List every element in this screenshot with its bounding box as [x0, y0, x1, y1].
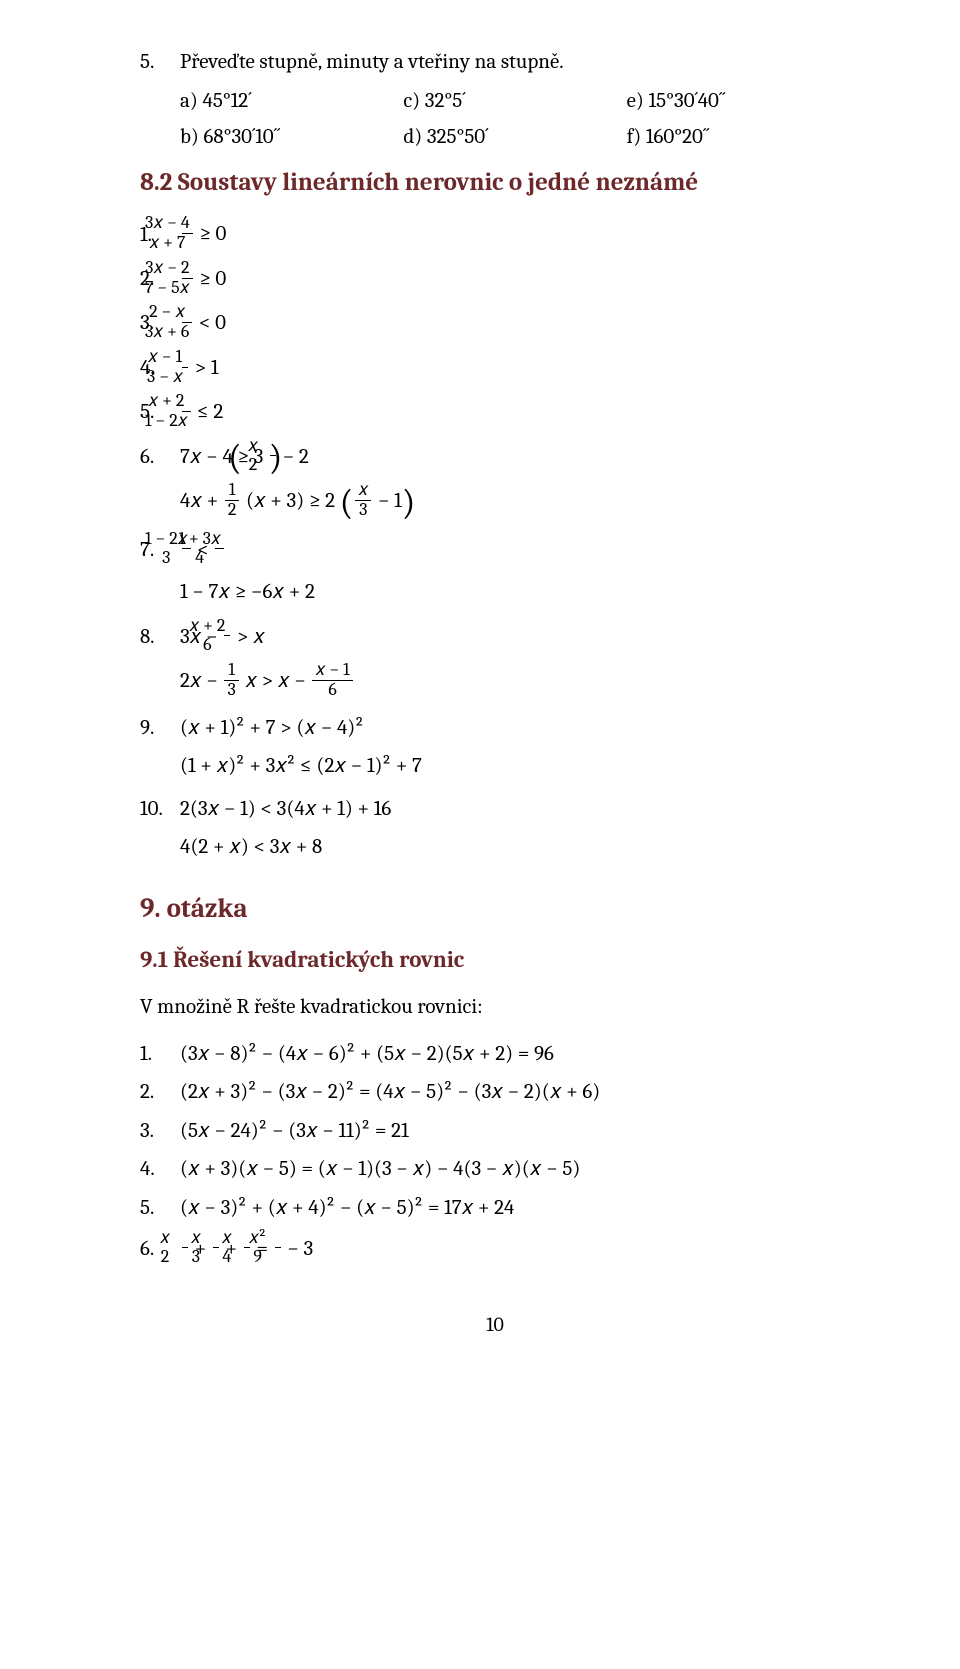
eq-8: 8.3𝑥 − 𝑥 + 26 > 𝑥: [140, 619, 850, 657]
heading-9-1: 9.1 Řešení kvadratických rovnic: [140, 942, 850, 978]
intro-9-1: V množině R řešte kvadratickou rovnici:: [140, 991, 850, 1024]
p5-c: c) 32°5´: [403, 85, 626, 118]
q-3: 3.(5𝑥 − 24)² − (3𝑥 − 11)² = 21: [140, 1115, 850, 1148]
p5-f: f) 160°20´´: [627, 121, 850, 154]
q-6: 6.𝑥2 + 𝑥3 + 𝑥4 = 𝑥²9 − 3: [140, 1231, 850, 1269]
eq-2: 2.3𝑥 − 27 − 5𝑥 ≥ 0: [140, 261, 850, 299]
p5-d: d) 325°50´: [403, 121, 626, 154]
problem-5-row1: a) 45°12´ c) 32°5´ e) 15°30´40´´: [140, 85, 850, 118]
eq-7b: 1 − 7𝑥 ≥ −6𝑥 + 2: [180, 576, 850, 609]
p5-e: e) 15°30´40´´: [627, 85, 850, 118]
eq-4: 4.𝑥 − 13 − 𝑥 > 1: [140, 350, 850, 388]
eq-6b: 4𝑥 + 12 (𝑥 + 3) ≥ 2 (𝑥3 − 1): [180, 483, 850, 521]
eq-10b: 4(2 + 𝑥) < 3𝑥 + 8: [180, 831, 850, 864]
eq-6: 6.7𝑥 − 4 ≥ 3 (𝑥2 − 2): [140, 439, 850, 477]
eq-10: 10.2(3𝑥 − 1) < 3(4𝑥 + 1) + 16: [140, 793, 850, 826]
heading-8-2: 8.2 Soustavy lineárních nerovnic o jedné…: [140, 164, 850, 203]
page-number: 10: [140, 1309, 850, 1340]
eq-8b: 2𝑥 − 13 𝑥 > 𝑥 − 𝑥 − 16: [180, 663, 850, 701]
problem-5-num: 5.: [140, 46, 180, 79]
eq-1: 1.3𝑥 − 4𝑥 + 7 ≥ 0: [140, 216, 850, 254]
q-1: 1.(3𝑥 − 8)² − (4𝑥 − 6)² + (5𝑥 − 2)(5𝑥 + …: [140, 1038, 850, 1071]
problem-5-row2: b) 68°30´10´´ d) 325°50´ f) 160°20´´: [140, 121, 850, 154]
eq-7: 7.1 − 2𝑥3 < 1 + 3𝑥4: [140, 532, 850, 570]
p5-a: a) 45°12´: [180, 85, 403, 118]
p5-b: b) 68°30´10´´: [180, 121, 403, 154]
problem-5-text: Převeďte stupně, minuty a vteřiny na stu…: [180, 50, 564, 74]
heading-9: 9. otázka: [140, 888, 850, 930]
q-5: 5.(𝑥 − 3)² + (𝑥 + 4)² − (𝑥 − 5)² = 17𝑥 +…: [140, 1192, 850, 1225]
eq-9: 9.(𝑥 + 1)² + 7 > (𝑥 − 4)²: [140, 712, 850, 745]
q-2: 2.(2𝑥 + 3)² − (3𝑥 − 2)² = (4𝑥 − 5)² − (3…: [140, 1076, 850, 1109]
problem-5: 5.Převeďte stupně, minuty a vteřiny na s…: [140, 46, 850, 79]
eq-9b: (1 + 𝑥)² + 3𝑥² ≤ (2𝑥 − 1)² + 7: [180, 750, 850, 783]
q-4: 4.(𝑥 + 3)(𝑥 − 5) = (𝑥 − 1)(3 − 𝑥) − 4(3 …: [140, 1153, 850, 1186]
eq-5: 5.𝑥 + 21 − 2𝑥 ≤ 2: [140, 394, 850, 432]
eq-3: 3.2 − 𝑥3𝑥 + 6 < 0: [140, 305, 850, 343]
